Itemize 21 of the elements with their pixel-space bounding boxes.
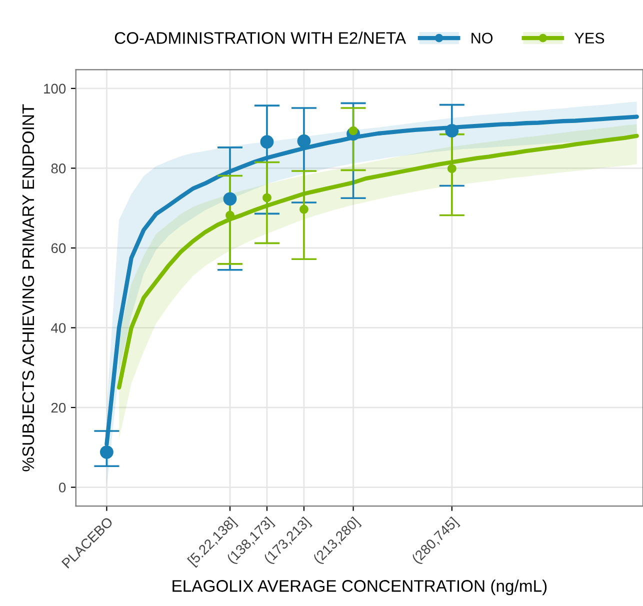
y-tick-label: 40 [51,323,66,333]
point [225,210,234,220]
y-axis-title: %SUBJECTS ACHIEVING PRIMARY ENDPOINT [22,104,34,472]
y-tick-label: 0 [58,482,66,492]
point [223,192,237,206]
point [100,445,114,459]
point [445,124,459,138]
y-tick-label: 100 [44,84,66,94]
point [260,135,274,149]
legend-label: YES [574,32,604,44]
legend-label: NO [472,32,493,44]
point [299,204,308,214]
y-tick-label: 80 [51,164,66,174]
legend-title: CO-ADMINISTRATION WITH E2/NETA [114,32,406,44]
point [297,134,311,148]
point [262,193,272,202]
y-tick-label: 60 [51,243,66,254]
line-series [116,134,639,390]
x-axis-title: ELAGOLIX AVERAGE CONCENTRATION (ng/mL) [172,580,547,596]
y-tick-label: 20 [51,402,66,413]
point [447,164,456,174]
